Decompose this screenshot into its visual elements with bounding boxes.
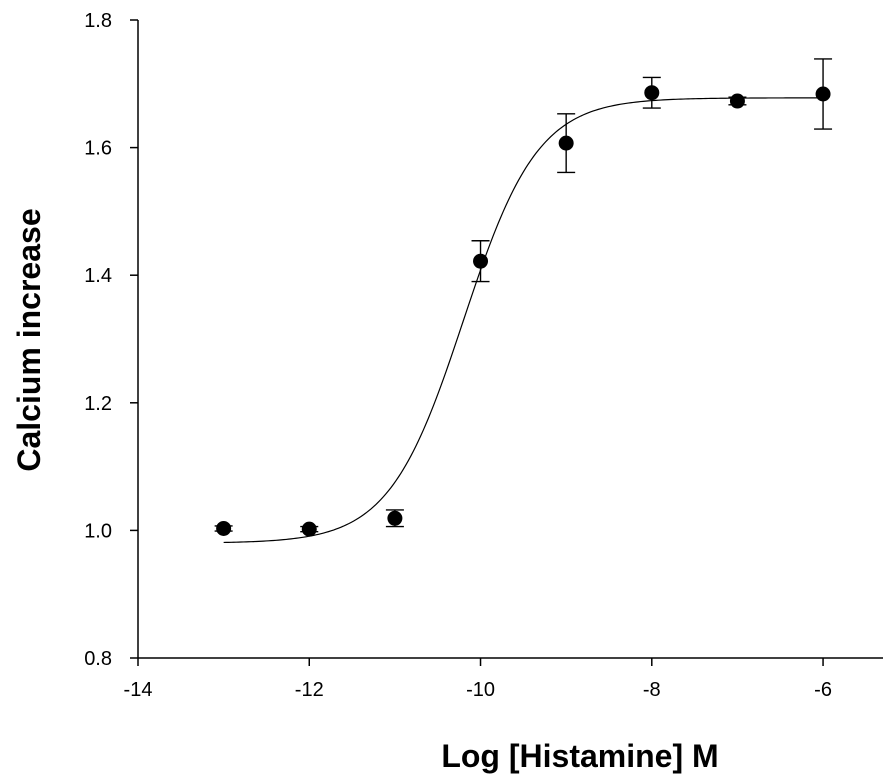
x-axis-ticks: -14 -12 -10 -8 -6 xyxy=(124,658,832,701)
data-point xyxy=(729,93,745,109)
y-axis-title: Calcium increase xyxy=(11,208,47,471)
data-point xyxy=(558,135,574,151)
axes xyxy=(137,20,883,659)
data-point xyxy=(815,86,831,102)
y-tick-label: 1.4 xyxy=(84,265,112,287)
x-axis-title: Log [Histamine] M xyxy=(441,738,718,774)
data-point xyxy=(216,520,232,536)
fit-curve xyxy=(223,97,824,544)
data-point xyxy=(387,510,403,526)
x-tick-label: -10 xyxy=(466,679,495,701)
y-tick-label: 1.2 xyxy=(84,393,112,415)
data-points xyxy=(216,85,831,537)
error-bars xyxy=(214,58,833,533)
y-tick-label: 1.6 xyxy=(84,138,112,160)
data-point xyxy=(644,85,660,101)
y-tick-label: 1.8 xyxy=(84,10,112,32)
x-tick-label: -8 xyxy=(643,679,661,701)
y-axis-ticks: 0.8 1.0 1.2 1.4 1.6 1.8 xyxy=(84,10,138,670)
x-tick-label: -14 xyxy=(124,679,153,701)
x-tick-label: -12 xyxy=(295,679,324,701)
y-tick-label: 1.0 xyxy=(84,520,112,542)
data-point xyxy=(301,521,317,537)
data-point xyxy=(473,253,489,269)
x-tick-label: -6 xyxy=(814,679,832,701)
y-tick-label: 0.8 xyxy=(84,648,112,670)
